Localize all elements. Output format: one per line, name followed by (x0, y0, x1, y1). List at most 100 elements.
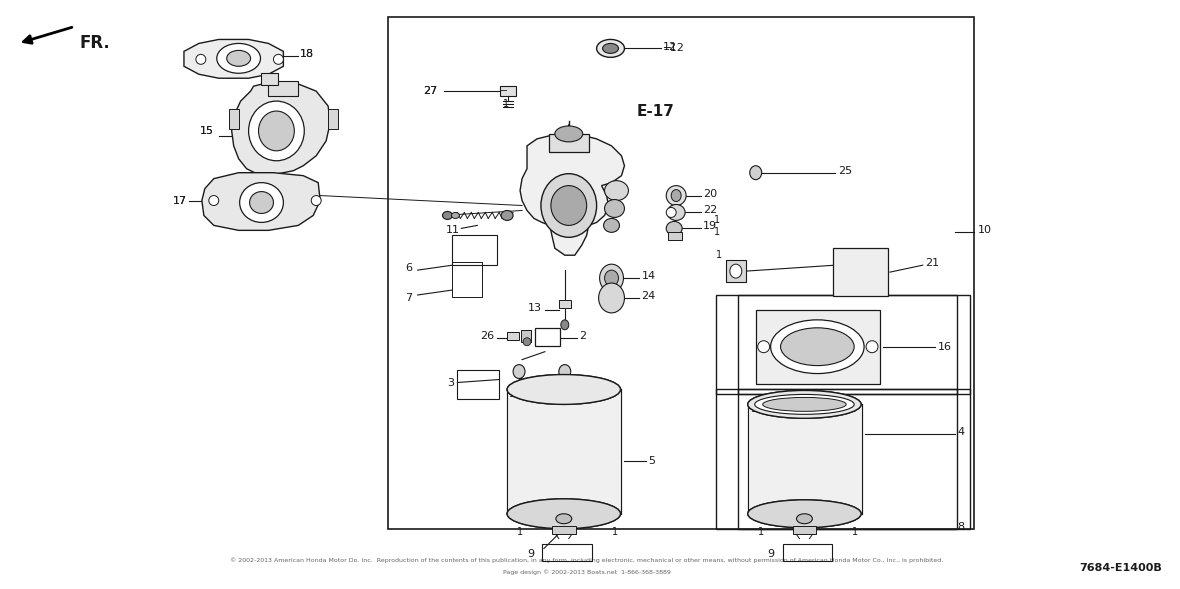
Ellipse shape (274, 54, 283, 64)
Ellipse shape (748, 391, 861, 418)
Ellipse shape (452, 213, 459, 219)
Ellipse shape (604, 219, 620, 232)
Text: 21: 21 (925, 258, 939, 268)
Ellipse shape (604, 270, 618, 286)
Bar (269, 81, 299, 96)
Ellipse shape (748, 500, 861, 528)
Text: 19: 19 (703, 221, 717, 231)
Text: 20: 20 (703, 188, 717, 198)
Text: © 2002-2013 American Honda Motor Do. Inc.  Reproduction of the contents of this : © 2002-2013 American Honda Motor Do. Inc… (230, 558, 943, 563)
Text: FR.: FR. (79, 34, 110, 52)
Text: 2: 2 (578, 331, 585, 341)
Bar (748, 405, 863, 514)
Bar (388, 16, 975, 529)
Ellipse shape (748, 500, 861, 528)
Text: 26: 26 (480, 331, 494, 341)
Bar (559, 300, 571, 308)
Bar (458, 369, 499, 399)
Text: 18: 18 (300, 49, 314, 59)
Ellipse shape (227, 51, 250, 67)
Text: 1: 1 (611, 527, 617, 537)
Ellipse shape (249, 101, 304, 161)
Text: 22: 22 (703, 206, 717, 216)
Text: 3: 3 (447, 378, 454, 388)
Bar (738, 389, 957, 529)
Bar (726, 260, 746, 282)
Text: © Boats.net: © Boats.net (885, 140, 1004, 221)
Text: ─: ─ (500, 86, 506, 96)
Text: ─12: ─12 (663, 44, 684, 54)
Ellipse shape (196, 54, 205, 64)
Ellipse shape (781, 328, 854, 366)
Ellipse shape (513, 365, 525, 379)
Ellipse shape (240, 183, 283, 223)
Bar (229, 109, 238, 129)
Ellipse shape (540, 174, 597, 237)
Text: 16: 16 (938, 342, 952, 352)
Text: 23: 23 (838, 258, 852, 268)
Bar (549, 134, 589, 152)
Text: 27: 27 (424, 86, 438, 96)
Text: 7684-E1400B: 7684-E1400B (1079, 564, 1161, 574)
Ellipse shape (667, 204, 686, 220)
Text: 7: 7 (406, 293, 413, 303)
Text: 24: 24 (642, 291, 656, 301)
Text: 8: 8 (958, 522, 965, 532)
Ellipse shape (555, 126, 583, 142)
Text: 1: 1 (503, 99, 510, 109)
Ellipse shape (603, 44, 618, 54)
Text: 15: 15 (199, 126, 214, 136)
Text: 10: 10 (977, 226, 991, 236)
Polygon shape (520, 134, 624, 255)
Bar (542, 544, 591, 561)
Ellipse shape (758, 341, 769, 353)
Bar (668, 232, 682, 240)
Ellipse shape (771, 320, 864, 373)
Ellipse shape (598, 283, 624, 313)
Text: © Boats.net: © Boats.net (129, 389, 249, 469)
Text: 1: 1 (750, 405, 756, 414)
Text: 1: 1 (850, 405, 857, 414)
Ellipse shape (507, 499, 621, 529)
Text: 17: 17 (172, 196, 186, 206)
Bar (738, 295, 957, 395)
Ellipse shape (599, 264, 623, 292)
Text: 9: 9 (767, 548, 774, 558)
Text: 1: 1 (517, 527, 523, 537)
Bar (552, 526, 576, 534)
Bar (833, 248, 889, 296)
Ellipse shape (762, 398, 846, 411)
Bar (507, 389, 622, 514)
Text: E-17: E-17 (636, 104, 674, 118)
Bar (782, 544, 832, 561)
Text: 12: 12 (663, 42, 677, 52)
Text: 15: 15 (199, 126, 214, 136)
Bar (328, 109, 339, 129)
Bar (507, 332, 519, 340)
Bar (452, 262, 483, 297)
Bar (500, 86, 516, 96)
Text: Page design © 2002-2013 Boats.net  1-866-368-3889: Page design © 2002-2013 Boats.net 1-866-… (503, 570, 670, 575)
Text: © Boats.net: © Boats.net (686, 389, 806, 469)
Text: 1: 1 (714, 227, 720, 237)
Text: 11: 11 (445, 226, 459, 236)
Bar (452, 236, 497, 265)
Text: 1: 1 (610, 389, 616, 399)
Ellipse shape (516, 378, 612, 401)
Polygon shape (184, 39, 283, 78)
Text: 9: 9 (526, 548, 535, 558)
Ellipse shape (551, 186, 586, 226)
Bar (535, 328, 559, 346)
Ellipse shape (559, 365, 571, 379)
Ellipse shape (442, 211, 452, 220)
Ellipse shape (749, 166, 761, 180)
Text: 18: 18 (300, 49, 314, 59)
Ellipse shape (604, 181, 629, 200)
Ellipse shape (730, 264, 742, 278)
Ellipse shape (507, 375, 621, 405)
Text: © Boats.net: © Boats.net (686, 91, 806, 171)
Ellipse shape (748, 391, 861, 418)
Polygon shape (231, 81, 330, 176)
Ellipse shape (597, 39, 624, 57)
Ellipse shape (667, 186, 686, 206)
